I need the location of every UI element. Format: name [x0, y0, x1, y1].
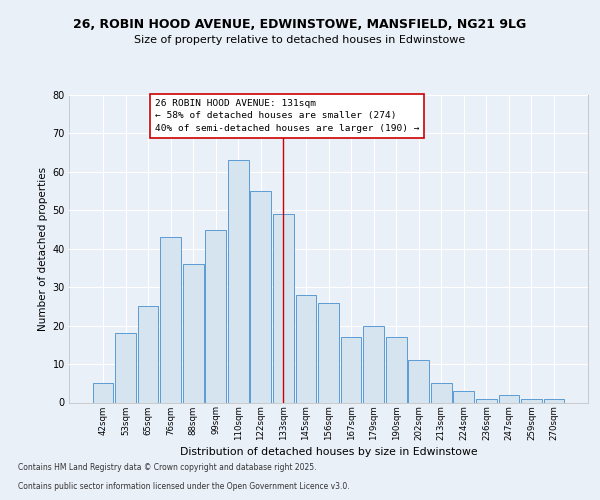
Bar [521, 398, 542, 402]
Text: Contains public sector information licensed under the Open Government Licence v3: Contains public sector information licen… [18, 482, 350, 491]
Bar [273, 214, 294, 402]
Bar [160, 237, 181, 402]
Bar [250, 191, 271, 402]
Bar [137, 306, 158, 402]
Text: 26 ROBIN HOOD AVENUE: 131sqm
← 58% of detached houses are smaller (274)
40% of s: 26 ROBIN HOOD AVENUE: 131sqm ← 58% of de… [155, 99, 419, 133]
Bar [318, 302, 339, 402]
Bar [363, 326, 384, 402]
Bar [183, 264, 203, 402]
Bar [228, 160, 248, 402]
Bar [205, 230, 226, 402]
Bar [92, 384, 113, 402]
Y-axis label: Number of detached properties: Number of detached properties [38, 166, 48, 331]
Bar [476, 398, 497, 402]
Bar [386, 337, 407, 402]
Bar [296, 295, 316, 403]
Text: Contains HM Land Registry data © Crown copyright and database right 2025.: Contains HM Land Registry data © Crown c… [18, 464, 317, 472]
Bar [115, 334, 136, 402]
Bar [499, 395, 520, 402]
Bar [544, 398, 565, 402]
Text: Size of property relative to detached houses in Edwinstowe: Size of property relative to detached ho… [134, 35, 466, 45]
Bar [454, 391, 474, 402]
Text: 26, ROBIN HOOD AVENUE, EDWINSTOWE, MANSFIELD, NG21 9LG: 26, ROBIN HOOD AVENUE, EDWINSTOWE, MANSF… [73, 18, 527, 30]
Bar [409, 360, 429, 403]
X-axis label: Distribution of detached houses by size in Edwinstowe: Distribution of detached houses by size … [179, 447, 478, 457]
Bar [341, 337, 361, 402]
Bar [431, 384, 452, 402]
